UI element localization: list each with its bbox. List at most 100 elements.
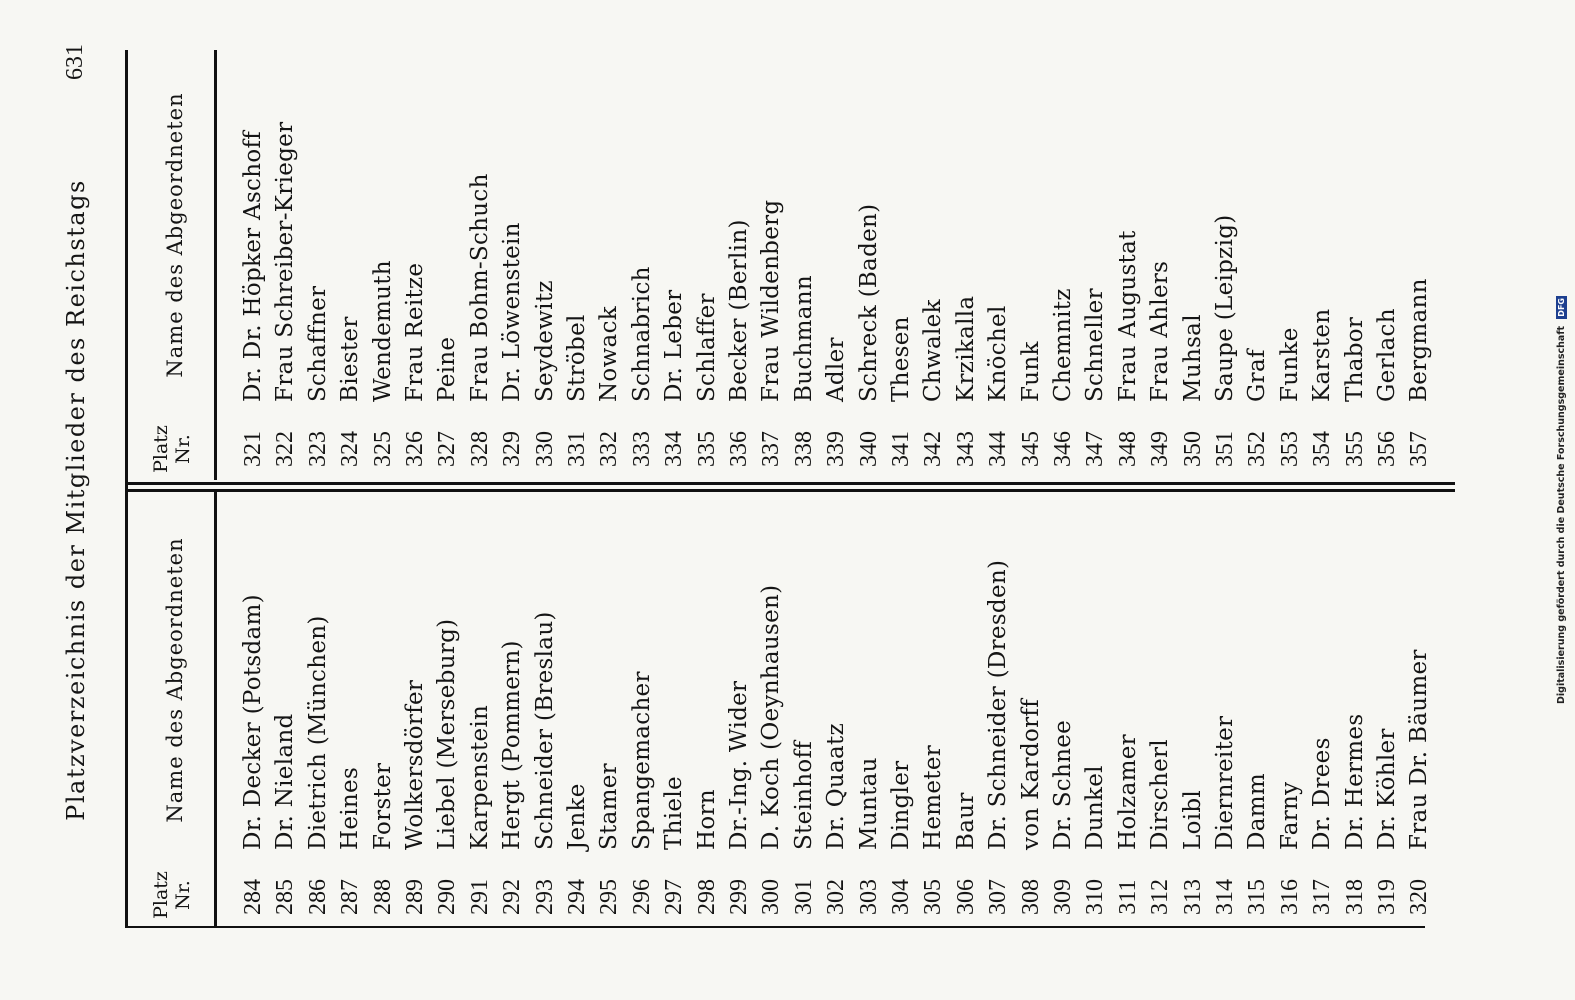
member-name: Frau Schreiber-Krieger <box>272 121 299 402</box>
seat-number: 328 <box>466 431 493 467</box>
seat-number: 312 <box>1147 879 1174 915</box>
member-name: Dr. Köhler <box>1374 728 1400 850</box>
seat-number: 294 <box>564 879 590 915</box>
member-name: Funk <box>1017 341 1044 402</box>
member-name: Dr. Schneider (Dresden) <box>985 559 1012 850</box>
member-name: Knöchel <box>985 305 1012 402</box>
member-name: Heines <box>337 766 364 850</box>
member-name: Frau Wildenberg <box>758 199 785 402</box>
member-name: Dingler <box>888 760 914 850</box>
page-number: 631 <box>62 44 88 80</box>
member-name: Frau Ahlers <box>1147 260 1174 402</box>
seat-number: 309 <box>1050 879 1076 915</box>
seat-number: 303 <box>855 879 882 915</box>
seat-number: 317 <box>1309 879 1336 915</box>
member-name: Thesen <box>888 316 914 402</box>
header-platz-line2: Nr. <box>172 880 194 910</box>
seat-number: 349 <box>1147 431 1174 467</box>
seat-number: 305 <box>920 879 947 915</box>
seat-number: 306 <box>952 879 979 915</box>
seat-number: 346 <box>1050 431 1076 467</box>
member-name: Frau Augustat <box>1114 230 1141 402</box>
seat-number: 319 <box>1374 879 1400 915</box>
seat-number: 350 <box>1179 431 1206 467</box>
member-name: Wendemuth <box>369 260 396 402</box>
member-name: Dunkel <box>1082 765 1109 850</box>
member-name: Stamer <box>596 763 623 850</box>
seat-number: 299 <box>726 879 752 915</box>
member-name: Karsten <box>1309 308 1336 402</box>
seat-number: 310 <box>1082 879 1109 915</box>
member-name: Chwalek <box>920 299 947 402</box>
member-name: Funke <box>1276 327 1303 402</box>
seat-number: 292 <box>499 879 526 915</box>
header-name-right: Name des Abgeordneten <box>163 92 187 378</box>
member-name: Diernreiter <box>1212 715 1238 850</box>
seat-number: 295 <box>596 879 623 915</box>
member-name: Holzamer <box>1114 734 1141 850</box>
member-name: Dr. Dr. Höpker Aschoff <box>240 130 266 402</box>
member-name: Buchmann <box>790 275 817 402</box>
member-name: Dr. Hermes <box>1341 713 1368 850</box>
center-double-rule-a <box>125 489 1455 492</box>
page-title: Platzverzeichnis der Mitglieder des Reic… <box>62 179 90 821</box>
member-name: Thabor <box>1341 316 1368 402</box>
seat-number: 355 <box>1341 431 1368 467</box>
member-name: Dietrich (München) <box>304 615 331 850</box>
seat-number: 337 <box>758 431 785 467</box>
member-name: Ströbel <box>564 314 590 402</box>
member-name: Graf <box>1244 349 1271 402</box>
member-name: Dr. Nieland <box>272 713 299 850</box>
seat-number: 297 <box>661 879 688 915</box>
seat-number: 290 <box>434 879 461 915</box>
member-name: von Kardorff <box>1017 698 1044 850</box>
seat-number: 347 <box>1082 431 1109 467</box>
seat-number: 288 <box>369 879 396 915</box>
seat-number: 326 <box>402 431 428 467</box>
seat-number: 351 <box>1212 431 1238 467</box>
member-name: Krzikalla <box>952 295 979 402</box>
header-platz-line1: Platz <box>150 425 172 473</box>
member-name: Dr.-Ing. Wider <box>726 680 752 850</box>
seat-number: 321 <box>240 431 266 467</box>
seat-number: 291 <box>466 879 493 915</box>
member-name: Liebel (Merseburg) <box>434 618 461 850</box>
seat-number: 301 <box>790 879 817 915</box>
member-name: Schnabrich <box>628 266 655 402</box>
member-name: Schreck (Baden) <box>855 203 882 402</box>
member-name: Dr. Löwenstein <box>499 222 526 402</box>
seat-number: 345 <box>1017 431 1044 467</box>
header-name-left: Name des Abgeordneten <box>163 537 187 823</box>
seat-number: 344 <box>985 431 1012 467</box>
seat-number: 311 <box>1114 879 1141 915</box>
seat-number: 304 <box>888 879 914 915</box>
member-name: Farny <box>1276 781 1303 850</box>
seat-number: 352 <box>1244 431 1271 467</box>
seat-number: 341 <box>888 431 914 467</box>
seat-number: 289 <box>402 879 428 915</box>
header-platz-left: Platz Nr. <box>150 866 194 924</box>
seat-number: 348 <box>1114 431 1141 467</box>
seat-number: 331 <box>564 431 590 467</box>
member-name: Schlaffer <box>693 293 720 402</box>
header-platz-right: Platz Nr. <box>150 420 194 478</box>
seat-number: 284 <box>240 879 266 915</box>
member-name: Bergmann <box>1406 278 1433 402</box>
member-name: Forster <box>369 762 396 850</box>
seat-number: 285 <box>272 879 299 915</box>
seat-number: 356 <box>1374 431 1400 467</box>
member-name: Karpenstein <box>466 704 493 850</box>
member-name: Dr. Decker (Potsdam) <box>240 594 266 850</box>
seat-number: 342 <box>920 431 947 467</box>
seat-number: 320 <box>1406 879 1433 915</box>
seat-number: 298 <box>693 879 720 915</box>
seat-number: 339 <box>823 431 850 467</box>
header-rule-left <box>214 492 217 928</box>
member-name: Dr. Quaatz <box>823 723 850 850</box>
member-name: Nowack <box>596 306 623 402</box>
member-name: Seydewitz <box>531 280 558 402</box>
seat-number: 316 <box>1276 879 1303 915</box>
seat-number: 325 <box>369 431 396 467</box>
seat-number: 343 <box>952 431 979 467</box>
